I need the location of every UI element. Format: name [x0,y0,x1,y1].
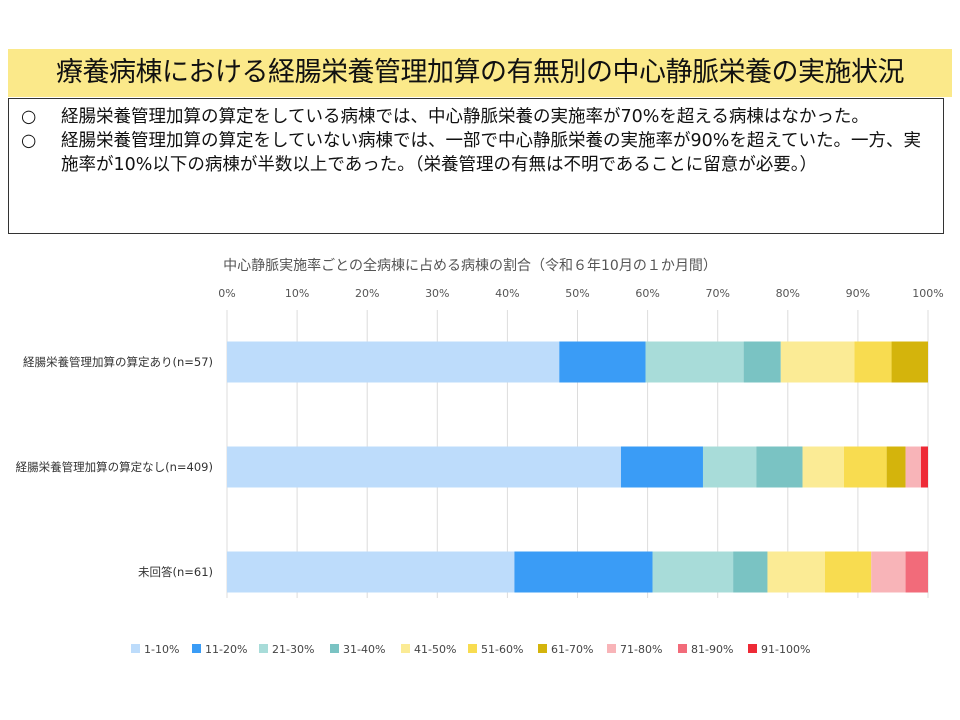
x-tick-label: 0% [218,287,235,300]
bar-segment [920,446,928,488]
bar-segment [620,446,703,488]
legend-swatch [131,644,140,653]
legend-label: 41-50% [414,643,456,656]
x-tick-label: 70% [705,287,729,300]
bar-segment [780,341,855,383]
bar-segment [871,551,906,593]
legend: 1-10% 11-20% 21-30% 31-40% 41-50% 51-60% 61-70… [131,643,810,656]
category-label: 経腸栄養管理加算の算定あり(n=57) [23,355,213,369]
bar-segment [756,446,803,488]
bar-segment [733,551,768,593]
legend-label: 81-90% [691,643,733,656]
legend-label: 21-30% [272,643,314,656]
summary-item: ○ 経腸栄養管理加算の算定をしていない病棟では、一部で中心静脈栄養の実施率が90… [21,129,931,177]
page-title: 療養病棟における経腸栄養管理加算の有無別の中心静脈栄養の実施状況 [8,49,952,97]
legend-swatch [330,644,339,653]
legend-label: 91-100% [761,643,810,656]
bar-segment [743,341,781,383]
legend-label: 71-80% [620,643,662,656]
legend-label: 31-40% [343,643,385,656]
x-tick-label: 40% [495,287,519,300]
category-label: 未回答(n=61) [138,565,213,579]
bar-segment [905,446,921,488]
legend-label: 11-20% [205,643,247,656]
bar-segment [559,341,646,383]
legend-swatch [192,644,201,653]
summary-item: ○ 経腸栄養管理加算の算定をしている病棟では、中心静脈栄養の実施率が70%を超え… [21,105,931,129]
bullet-mark: ○ [21,131,37,151]
summary-text: 経腸栄養管理加算の算定をしている病棟では、中心静脈栄養の実施率が70%を超える病… [61,107,869,127]
x-tick-label: 100% [912,287,943,300]
category-label: 経腸栄養管理加算の算定なし(n=409) [16,460,213,474]
x-tick-label: 80% [776,287,800,300]
x-tick-label: 30% [425,287,449,300]
chart-title: 中心静脈実施率ごとの全病棟に占める病棟の割合（令和６年10月の１か月間） [223,257,717,274]
summary-text: 経腸栄養管理加算の算定をしていない病棟では、一部で中心静脈栄養の実施率が90%を… [61,131,921,175]
bullet-mark: ○ [21,107,37,127]
bar-segment [905,551,928,593]
legend-swatch [678,644,687,653]
bar-segment [843,446,887,488]
bar-segment [652,551,734,593]
x-tick-label: 50% [565,287,589,300]
bar-segment [767,551,825,593]
bar-segment [702,446,757,488]
x-tick-label: 60% [635,287,659,300]
legend-label: 51-60% [481,643,523,656]
category-labels: 経腸栄養管理加算の算定あり(n=57) 経腸栄養管理加算の算定なし(n=409) 未… [16,355,213,579]
bar-segment [227,551,515,593]
legend-swatch [607,644,616,653]
x-tick-label: 20% [355,287,379,300]
legend-swatch [748,644,757,653]
bar-segment [227,341,560,383]
x-tick-labels: 0% 10% 20% 30% 40% 50% 60% 70% 80% 90% 100% [218,287,943,300]
summary-box: ○ 経腸栄養管理加算の算定をしている病棟では、中心静脈栄養の実施率が70%を超え… [8,98,944,234]
bar-segment [891,341,928,383]
bar-segment [645,341,744,383]
bar-segment [802,446,844,488]
bar-segment [514,551,653,593]
legend-label: 1-10% [144,643,179,656]
bars [227,341,928,593]
legend-swatch [468,644,477,653]
bar-segment [227,446,621,488]
x-tick-label: 10% [285,287,309,300]
legend-swatch [259,644,268,653]
bar-segment [886,446,906,488]
x-tick-label: 90% [846,287,870,300]
legend-swatch [538,644,547,653]
bar-segment [854,341,892,383]
bar-segment [824,551,872,593]
legend-label: 61-70% [551,643,593,656]
legend-swatch [401,644,410,653]
